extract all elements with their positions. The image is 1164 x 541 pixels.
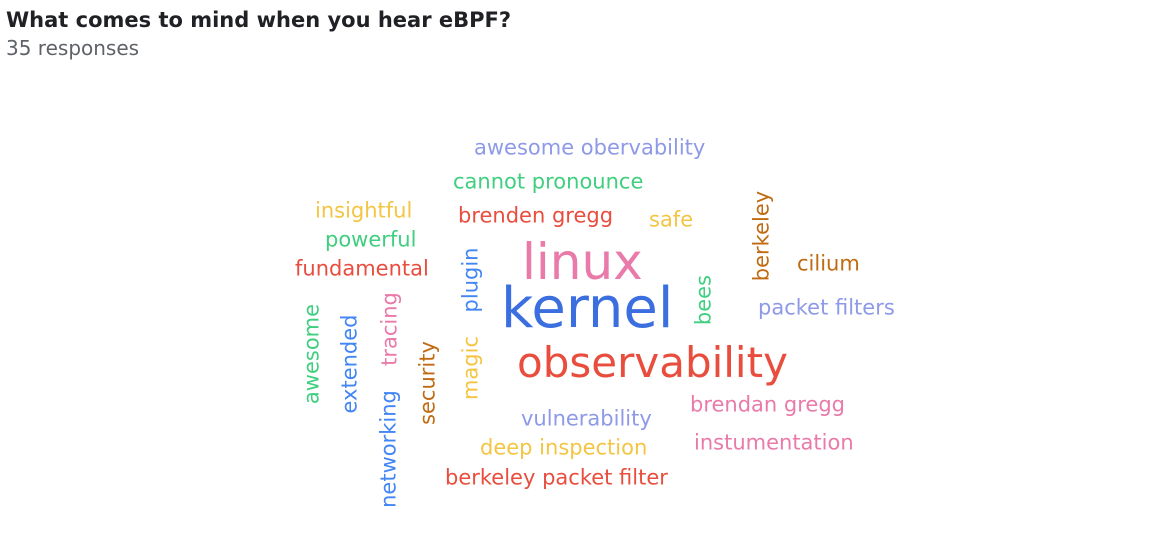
word-security: security [415, 341, 440, 425]
word-powerful: powerful [325, 227, 417, 252]
word-insightful: insightful [315, 198, 413, 223]
word-plugin: plugin [458, 247, 483, 313]
word-cannot-pronounce: cannot pronounce [453, 169, 644, 194]
word-kernel: kernel [501, 276, 674, 341]
word-berkeley-packet-filter: berkeley packet filter [445, 465, 668, 490]
word-cilium: cilium [797, 251, 860, 276]
word-awesome: awesome [299, 303, 324, 405]
word-networking: networking [376, 390, 401, 508]
response-count: 35 responses [6, 36, 140, 60]
word-linux: linux [522, 233, 643, 291]
word-safe: safe [649, 207, 694, 232]
question-title: What comes to mind when you hear eBPF? [6, 8, 512, 32]
word-fundamental: fundamental [295, 256, 429, 281]
word-magic: magic [458, 335, 483, 401]
word-awesome-obervability: awesome obervability [474, 135, 706, 160]
word-tracing: tracing [377, 292, 402, 366]
question-header: What comes to mind when you hear eBPF? 3… [6, 5, 511, 61]
word-berkeley: berkeley [749, 190, 774, 282]
word-extended: extended [337, 314, 362, 414]
word-instumentation: instumentation [694, 430, 854, 455]
word-observability: observability [517, 338, 788, 387]
word-brendan-gregg: brendan gregg [690, 392, 845, 417]
word-bees: bees [691, 274, 716, 326]
word-deep-inspection: deep inspection [480, 435, 648, 460]
word-brenden-gregg: brenden gregg [458, 203, 614, 228]
word-packet-filters: packet filters [758, 295, 895, 320]
word-vulnerability: vulnerability [521, 406, 652, 431]
